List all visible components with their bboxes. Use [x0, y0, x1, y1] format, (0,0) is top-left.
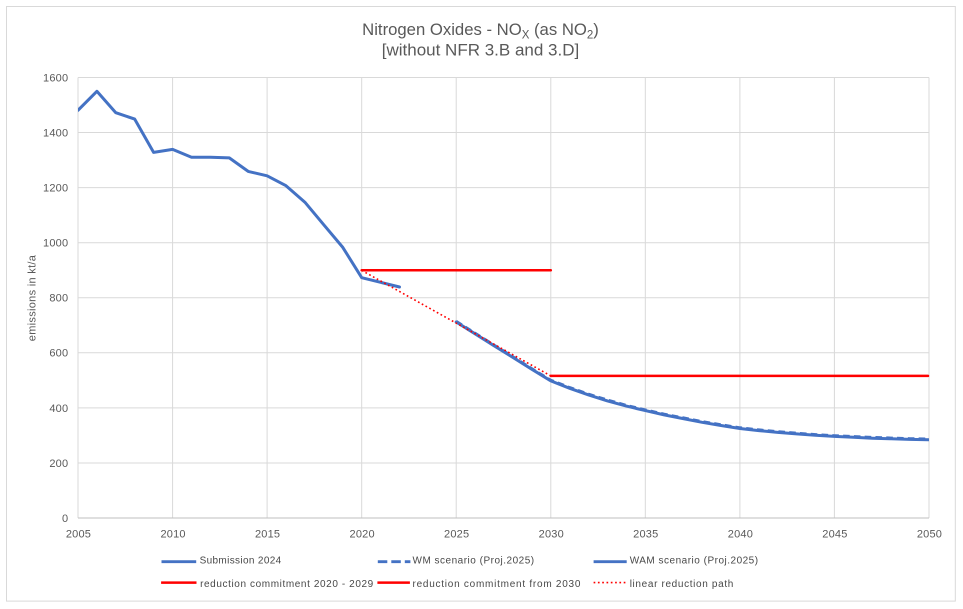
svg-text:600: 600: [49, 348, 68, 360]
svg-text:2030: 2030: [539, 529, 564, 541]
svg-text:2010: 2010: [160, 529, 185, 541]
svg-text:reduction commitment 2020 - 20: reduction commitment 2020 - 2029: [200, 579, 374, 590]
svg-text:2020: 2020: [350, 529, 375, 541]
svg-text:[without NFR 3.B and 3.D]: [without NFR 3.B and 3.D]: [382, 40, 579, 59]
svg-text:2040: 2040: [728, 529, 753, 541]
svg-text:2050: 2050: [917, 529, 942, 541]
svg-text:1200: 1200: [43, 183, 68, 195]
svg-text:800: 800: [49, 293, 68, 305]
svg-text:1600: 1600: [43, 72, 68, 84]
svg-text:2015: 2015: [255, 529, 280, 541]
svg-text:Submission 2024: Submission 2024: [200, 556, 282, 567]
svg-text:2045: 2045: [822, 529, 847, 541]
svg-text:WAM scenario (Proj.2025): WAM scenario (Proj.2025): [630, 556, 759, 567]
svg-text:200: 200: [49, 458, 68, 470]
svg-text:2005: 2005: [66, 529, 91, 541]
svg-text:2025: 2025: [444, 529, 469, 541]
svg-text:1400: 1400: [43, 128, 68, 140]
svg-text:WM scenario (Proj.2025): WM scenario (Proj.2025): [413, 556, 535, 567]
svg-text:Nitrogen Oxides - NOX (as NO2): Nitrogen Oxides - NOX (as NO2): [362, 20, 599, 42]
svg-text:linear reduction path: linear reduction path: [630, 579, 734, 590]
svg-text:1000: 1000: [43, 238, 68, 250]
svg-text:0: 0: [62, 513, 68, 525]
svg-text:reduction commitment from 2030: reduction commitment from 2030: [413, 579, 582, 590]
svg-text:400: 400: [49, 403, 68, 415]
svg-text:2035: 2035: [633, 529, 658, 541]
svg-text:emissions in kt/a: emissions in kt/a: [27, 254, 39, 341]
